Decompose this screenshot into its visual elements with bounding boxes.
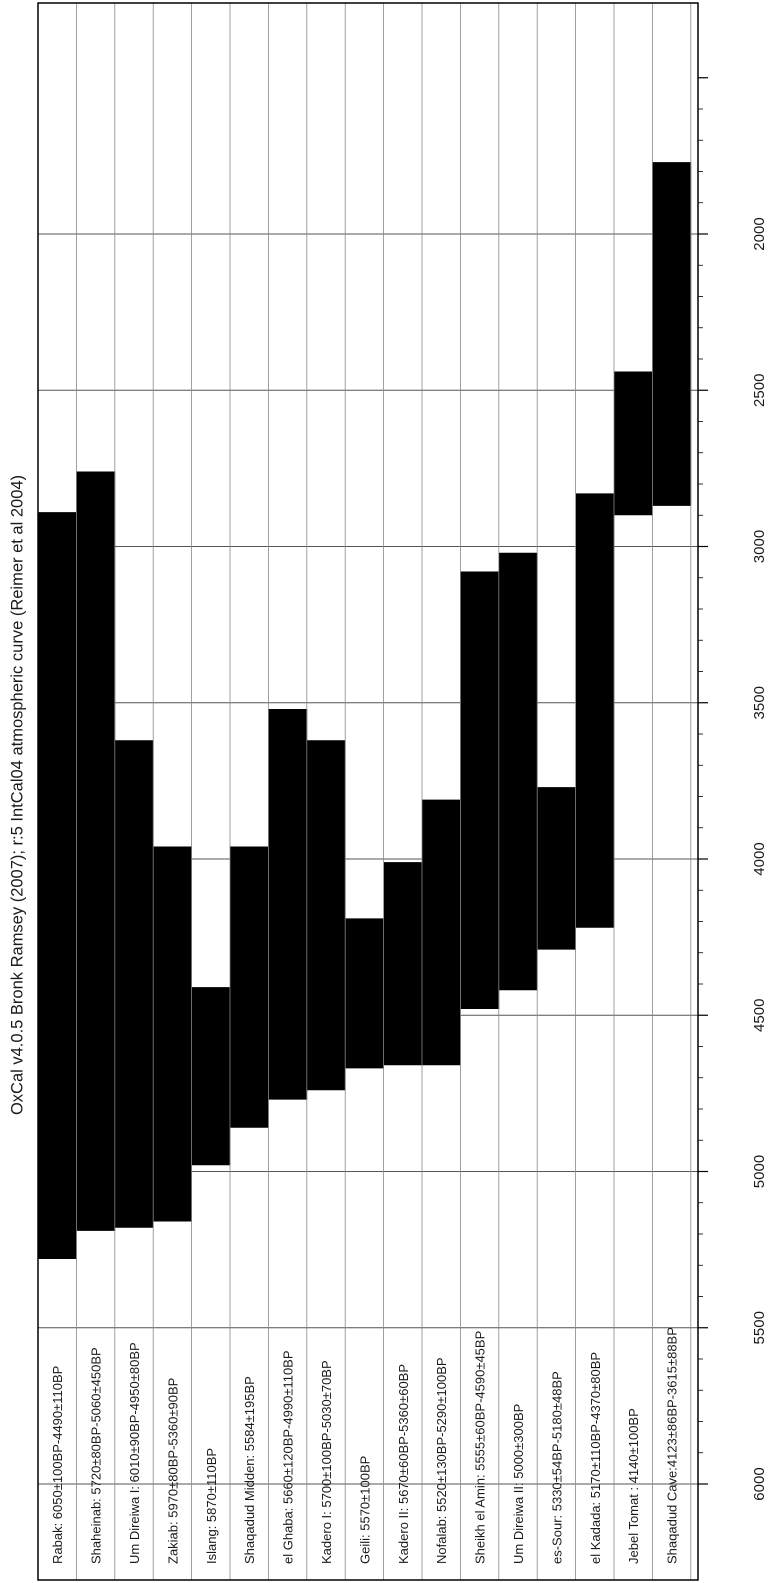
chart-title: OxCal v4.0.5 Bronk Ramsey (2007); r:5 In… — [8, 475, 26, 1115]
range-bar-8 — [345, 918, 384, 1069]
row-label: Kadero I: 5700±100BP-5030±70BP — [319, 1360, 334, 1564]
range-bar-0 — [38, 512, 77, 1259]
tick-label-3500: 3500 — [751, 686, 768, 719]
row-label: Nofalab: 5520±130BP-5290±100BP — [434, 1357, 449, 1564]
row-label: es-Sour: 5330±54BP-5180±48BP — [549, 1371, 564, 1564]
row-label: Um Direiwa II: 5000±300BP — [511, 1404, 526, 1564]
row-label: Jebel Tomat : 4140±100BP — [626, 1408, 641, 1564]
range-bar-10 — [422, 799, 461, 1066]
tick-label-4500: 4500 — [751, 999, 768, 1032]
range-bar-15 — [614, 371, 653, 516]
tick-label-4000: 4000 — [751, 842, 768, 875]
row-label: el Ghaba: 5660±120BP-4990±110BP — [281, 1350, 296, 1564]
range-bar-5 — [230, 846, 269, 1128]
range-bar-13 — [537, 787, 576, 950]
range-bar-6 — [268, 709, 308, 1100]
tick-label-2000: 2000 — [751, 217, 768, 250]
range-bar-1 — [76, 471, 116, 1231]
row-label: el Kadada: 5170±110BP-4370±80BP — [588, 1352, 603, 1564]
range-bar-14 — [575, 493, 615, 928]
range-bar-3 — [153, 846, 192, 1222]
row-label: Geili: 5570±100BP — [357, 1456, 372, 1564]
tick-label-2500: 2500 — [751, 374, 768, 407]
row-label: Shaheinab: 5720±80BP-5060±450BP — [89, 1347, 104, 1564]
range-bar-11 — [460, 571, 500, 1009]
row-label: Um Direiwa I: 6010±90BP-4950±80BP — [127, 1342, 142, 1564]
row-separators — [37, 3, 692, 1580]
range-bar-7 — [306, 740, 346, 1091]
row-label: Kadero II: 5670±60BP-5360±60BP — [396, 1364, 411, 1564]
range-bar-9 — [383, 862, 423, 1066]
row-labels: Rabak: 6050±100BP-4490±110BP Shaheinab: 5… — [50, 1327, 679, 1564]
axis-tick-labels: 6000 5500 5000 4500 4000 3500 3000 2500 2000 — [751, 217, 768, 1500]
row-label: Shaqadud Cave:4123±86BP-3615±88BP — [665, 1327, 680, 1564]
range-bar-16 — [652, 162, 692, 506]
row-label: Zakiab: 5970±80BP-5360±90BP — [165, 1378, 180, 1564]
row-label: Rabak: 6050±100BP-4490±110BP — [50, 1366, 65, 1564]
tick-label-3000: 3000 — [751, 530, 768, 563]
axis-ticks — [698, 77, 708, 1485]
tick-label-6000: 6000 — [751, 1467, 768, 1500]
plot-frame — [37, 2, 699, 1581]
row-label: Islang: 5870±110BP — [204, 1448, 219, 1564]
range-bar-12 — [498, 552, 538, 991]
row-label: Sheikh el Amin: 5555±60BP-4590±45BP — [473, 1331, 488, 1564]
range-bars — [38, 162, 692, 1259]
tick-label-5000: 5000 — [751, 1155, 768, 1188]
row-label: Shaqadud Midden: 5584±195BP — [242, 1376, 257, 1564]
range-bar-4 — [191, 987, 231, 1166]
tick-label-5500: 5500 — [751, 1311, 768, 1344]
range-bar-2 — [114, 740, 154, 1228]
